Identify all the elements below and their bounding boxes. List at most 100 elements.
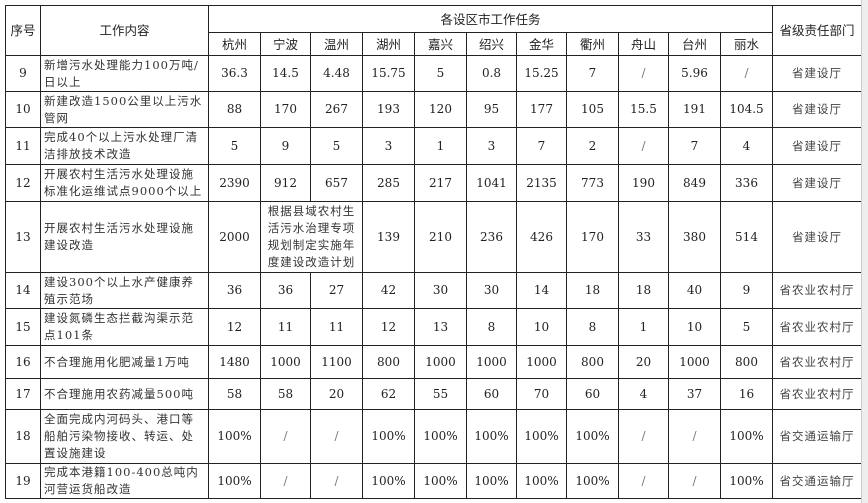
city-value: 8 bbox=[466, 308, 517, 346]
table-row: 12 开展农村生活污水处理设施标准化运维试点9000个以上 2390 912 657 28… bbox=[5, 164, 862, 202]
merged-note-cell: 根据县域农村生活污水治理专项规划制定实施年度建设改造计划 bbox=[260, 201, 363, 273]
city-value: 1100 bbox=[310, 345, 363, 379]
city-value: 100% bbox=[414, 409, 467, 464]
city-value: 5.96 bbox=[668, 55, 721, 92]
city-value: 100% bbox=[362, 463, 415, 499]
city-value: 380 bbox=[668, 201, 721, 273]
task-description: 不合理施用农药减量500吨 bbox=[40, 378, 209, 410]
city-value: 27 bbox=[310, 272, 363, 309]
city-value: 193 bbox=[362, 91, 415, 128]
city-value: 849 bbox=[668, 164, 721, 202]
city-value: 11 bbox=[310, 308, 363, 346]
task-description: 开展农村生活污水处理设施建设改造 bbox=[40, 201, 209, 273]
city-value: 170 bbox=[260, 91, 311, 128]
city-value: 100% bbox=[208, 463, 261, 499]
header-city: 湖州 bbox=[362, 32, 415, 56]
header-city: 绍兴 bbox=[466, 32, 517, 56]
city-value: 2 bbox=[566, 127, 619, 165]
header-city-tasks: 各设区市工作任务 bbox=[208, 5, 773, 33]
city-value: 170 bbox=[566, 201, 619, 273]
city-value: 15.25 bbox=[516, 55, 567, 92]
table-row: 17 不合理施用农药减量500吨 58 58 20 62 55 60 70 60 4 37 16 省农业农… bbox=[5, 378, 862, 410]
city-value: 100% bbox=[720, 463, 773, 499]
city-value: / bbox=[618, 409, 669, 464]
city-value: 773 bbox=[566, 164, 619, 202]
city-value: 37 bbox=[668, 378, 721, 410]
city-value: 139 bbox=[362, 201, 415, 273]
table-row: 13 开展农村生活污水处理设施建设改造 2000 根据县域农村生活污水治理专项规划制定… bbox=[5, 201, 862, 273]
city-value: 9 bbox=[720, 272, 773, 309]
city-value: 100% bbox=[414, 463, 467, 499]
city-value: 42 bbox=[362, 272, 415, 309]
row-number: 11 bbox=[5, 127, 41, 165]
city-value: 100% bbox=[566, 463, 619, 499]
city-value: 1000 bbox=[516, 345, 567, 379]
city-value: / bbox=[720, 55, 773, 92]
city-value: 100% bbox=[516, 463, 567, 499]
header-city: 台州 bbox=[668, 32, 721, 56]
responsible-dept: 省交通运输厅 bbox=[772, 409, 862, 464]
task-description: 建设300个以上水产健康养殖示范场 bbox=[40, 272, 209, 309]
city-value: 336 bbox=[720, 164, 773, 202]
task-description: 建设氮磷生态拦截沟渠示范点101条 bbox=[40, 308, 209, 346]
city-value: 2000 bbox=[208, 201, 261, 273]
city-value: 1000 bbox=[260, 345, 311, 379]
city-value: 9 bbox=[260, 127, 311, 165]
city-value: 5 bbox=[414, 55, 467, 92]
city-value: / bbox=[668, 463, 721, 499]
header-city: 丽水 bbox=[720, 32, 773, 56]
city-value: 4 bbox=[618, 378, 669, 410]
city-value: 191 bbox=[668, 91, 721, 128]
city-value: 217 bbox=[414, 164, 467, 202]
row-number: 12 bbox=[5, 164, 41, 202]
header-city: 温州 bbox=[310, 32, 363, 56]
row-number: 13 bbox=[5, 201, 41, 273]
header-city: 杭州 bbox=[208, 32, 261, 56]
city-value: 12 bbox=[208, 308, 261, 346]
city-value: 100% bbox=[466, 463, 517, 499]
city-value: 7 bbox=[566, 55, 619, 92]
city-value: 36.3 bbox=[208, 55, 261, 92]
responsible-dept: 省建设厅 bbox=[772, 164, 862, 202]
city-value: 30 bbox=[466, 272, 517, 309]
city-value: 1041 bbox=[466, 164, 517, 202]
city-value: 70 bbox=[516, 378, 567, 410]
city-value: 100% bbox=[466, 409, 517, 464]
city-value: 14 bbox=[516, 272, 567, 309]
city-value: 100% bbox=[566, 409, 619, 464]
city-value: 36 bbox=[260, 272, 311, 309]
responsible-dept: 省农业农村厅 bbox=[772, 272, 862, 309]
header-city: 宁波 bbox=[260, 32, 311, 56]
city-value: 4.48 bbox=[310, 55, 363, 92]
city-value: 100% bbox=[208, 409, 261, 464]
table-row: 11 完成40个以上污水处理厂清洁排放技术改造 5 9 5 3 1 3 7 2/7 4 省建设厅 bbox=[5, 127, 862, 165]
city-value: / bbox=[260, 463, 311, 499]
city-value: 11 bbox=[260, 308, 311, 346]
city-value: 426 bbox=[516, 201, 567, 273]
responsible-dept: 省交通运输厅 bbox=[772, 463, 862, 499]
city-value: 5 bbox=[310, 127, 363, 165]
city-value: 5 bbox=[208, 127, 261, 165]
table-row: 10 新建改造1500公里以上污水管网 88 170 267 193 120 95 177 105… bbox=[5, 91, 862, 128]
city-value: 100% bbox=[362, 409, 415, 464]
table-row: 18 全面完成内河码头、港口等船舶污染物接收、转运、处置设施建设 100% //100… bbox=[5, 409, 862, 464]
table-row: 16 不合理施用化肥减量1万吨 1480 1000 1100 800 1000 1000 100… bbox=[5, 345, 862, 379]
city-value: 33 bbox=[618, 201, 669, 273]
responsible-dept: 省农业农村厅 bbox=[772, 345, 862, 379]
table-row: 19 完成本港籍100-400总吨内河营运货船改造 100% //100% 100% 10… bbox=[5, 463, 862, 499]
city-value: 7 bbox=[516, 127, 567, 165]
task-description: 不合理施用化肥减量1万吨 bbox=[40, 345, 209, 379]
city-value: 800 bbox=[362, 345, 415, 379]
city-value: 1000 bbox=[668, 345, 721, 379]
task-description: 完成40个以上污水处理厂清洁排放技术改造 bbox=[40, 127, 209, 165]
city-value: 14.5 bbox=[260, 55, 311, 92]
table-row: 15 建设氮磷生态拦截沟渠示范点101条 12 11 11 12 13 8 10 8 1 10 5 省农业… bbox=[5, 308, 862, 346]
city-value: 800 bbox=[720, 345, 773, 379]
city-value: 800 bbox=[566, 345, 619, 379]
table-row: 9 新增污水处理能力100万吨/日以上 36.3 14.5 4.48 15.75 5 0.8 1… bbox=[5, 55, 862, 92]
city-value: 100% bbox=[720, 409, 773, 464]
city-value: 60 bbox=[466, 378, 517, 410]
city-value: 7 bbox=[668, 127, 721, 165]
city-value: 2390 bbox=[208, 164, 261, 202]
city-value: 95 bbox=[466, 91, 517, 128]
